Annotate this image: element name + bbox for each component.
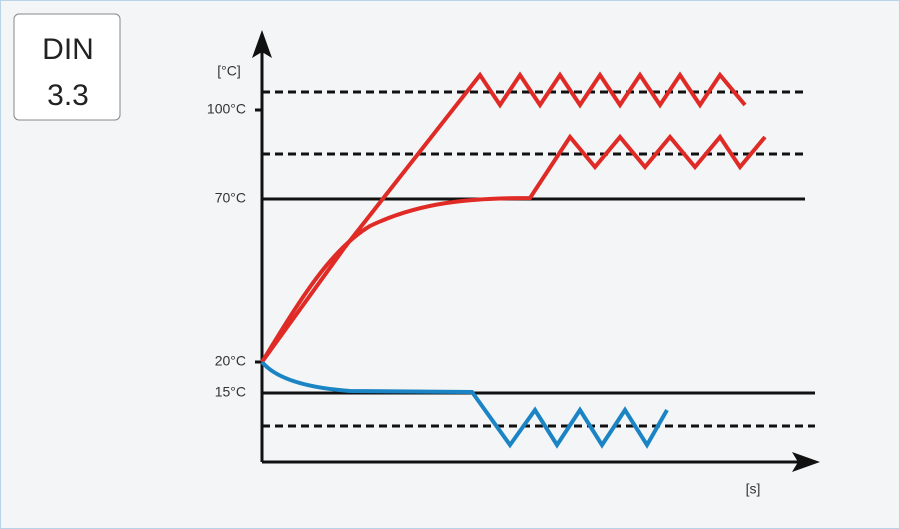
x-arrow [792,452,820,472]
y-arrow [252,30,272,58]
x-unit: [s] [746,481,761,497]
heating-curve [260,133,767,364]
badge-text: DIN [42,33,94,66]
y-unit: [°C] [217,63,241,79]
y-label: 15°C [215,384,246,400]
y-label: 70°C [215,190,246,206]
y-label: 100°C [207,101,246,117]
y-label: 20°C [215,353,246,369]
curves [260,71,767,449]
axes [252,30,820,472]
badge-text: 3.3 [47,79,89,112]
cooling-curve [260,360,669,449]
badge [13,13,121,121]
